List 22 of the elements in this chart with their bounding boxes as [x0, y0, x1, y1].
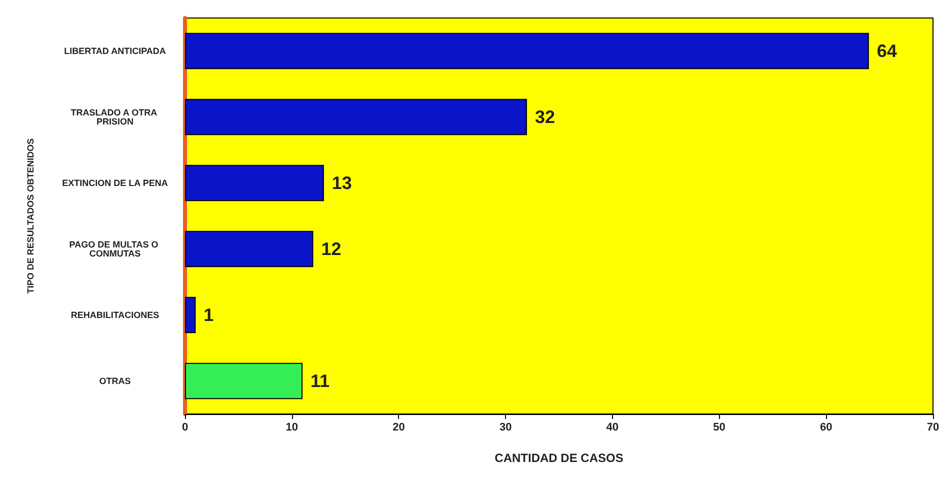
x-tick-label: 0	[182, 422, 188, 434]
y-tick-label: OTRAS	[99, 376, 131, 386]
y-tick-label: REHABILITACIONES	[70, 310, 160, 320]
x-axis-title: CANTIDAD DE CASOS	[494, 451, 624, 465]
x-tick-label: 60	[820, 422, 832, 434]
y-tick-label: TRASLADO A OTRA PRISION	[70, 108, 160, 126]
data-label: 13	[332, 173, 352, 193]
data-label: 64	[876, 41, 897, 61]
x-tick-label: 50	[713, 422, 726, 434]
data-label: 1	[204, 305, 214, 325]
y-tick-label: PAGO DE MULTAS O CONMUTAS	[69, 240, 161, 258]
x-tick-label: 70	[926, 422, 940, 434]
x-tick-label: 10	[286, 422, 298, 434]
y-tick-label: EXTINCION DE LA PENA	[62, 178, 168, 188]
data-label: 11	[310, 371, 330, 391]
x-tick-label: 40	[606, 422, 619, 434]
data-label: 12	[321, 239, 342, 259]
x-tick-label: 30	[499, 422, 512, 434]
data-label: 32	[534, 107, 555, 127]
y-axis-title: TIPO DE RESULTADOS OBTENIDOS	[26, 138, 36, 294]
x-tick-label: 20	[392, 422, 405, 434]
y-tick-label: LIBERTAD ANTICIPADA	[64, 46, 166, 56]
